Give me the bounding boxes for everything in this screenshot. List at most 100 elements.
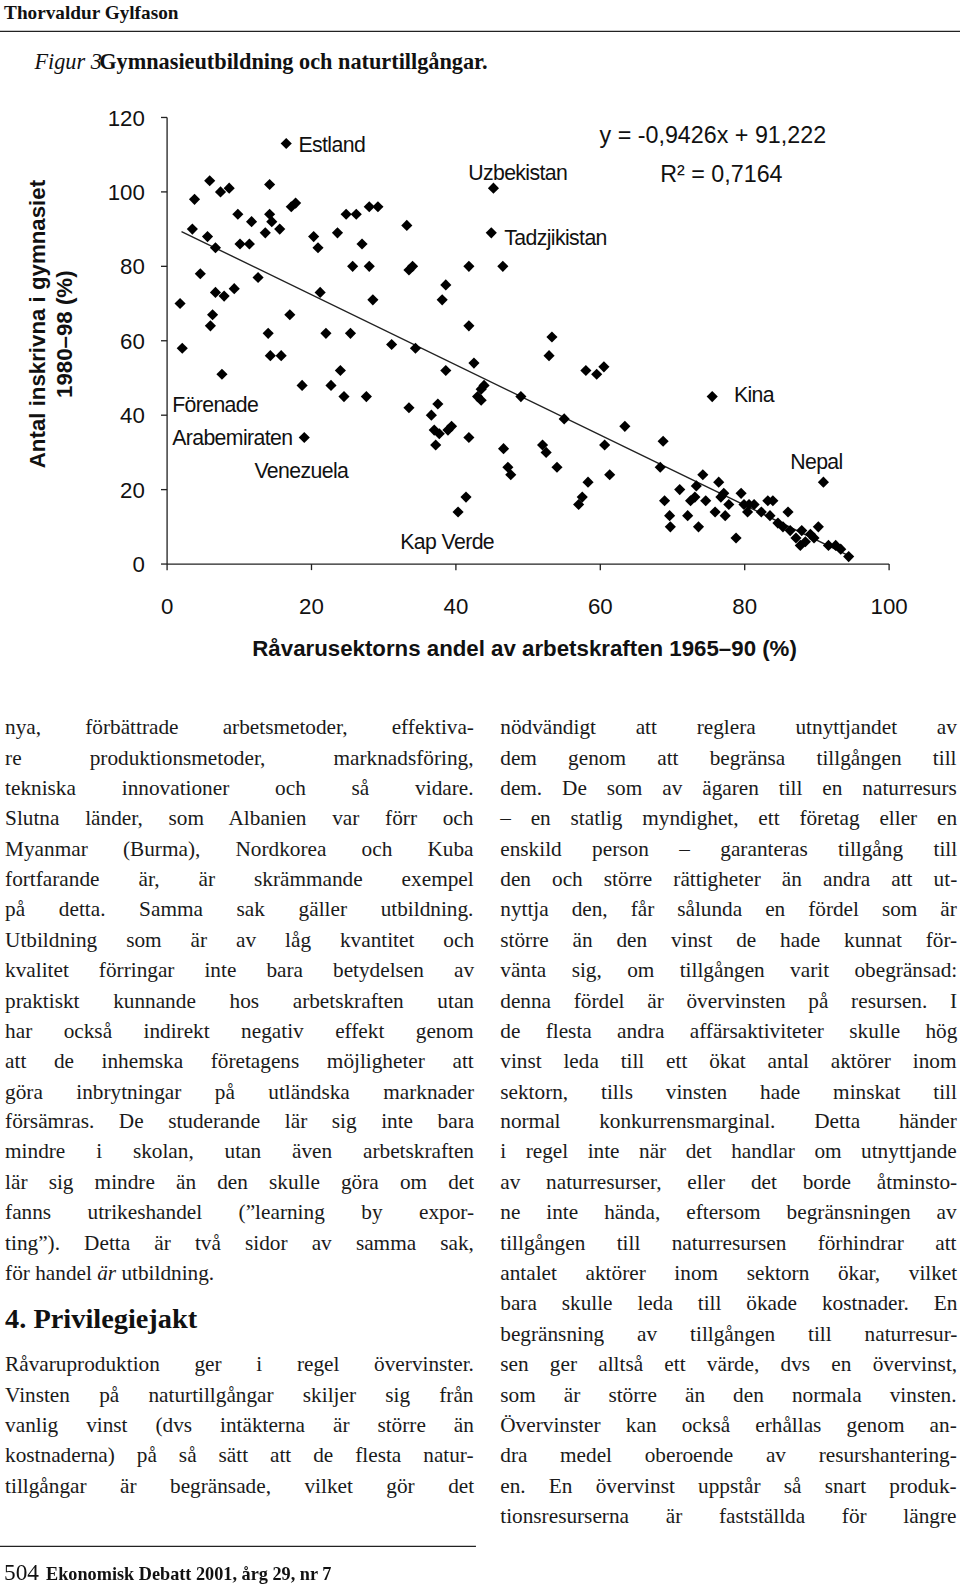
- scatter-point: [177, 343, 188, 354]
- annotation: Tadzjikistan: [504, 226, 607, 250]
- scatter-point: [426, 410, 437, 421]
- scatter-point: [281, 138, 292, 149]
- scatter-point: [835, 544, 846, 555]
- scatter-point: [266, 216, 277, 227]
- scatter-point: [515, 391, 526, 402]
- scatter-point: [338, 391, 349, 402]
- x-tick: [600, 564, 601, 570]
- y-tick-label: 20: [120, 478, 145, 503]
- annotation: Nepal: [790, 450, 842, 474]
- text-line: Vinsten på naturtillgångar skiljer sig f…: [5, 1379, 473, 1409]
- scatter-point: [486, 227, 497, 238]
- scatter-point: [312, 242, 323, 253]
- scatter-point: [244, 238, 255, 249]
- scatter-point: [546, 331, 557, 342]
- scatter-point: [463, 320, 474, 331]
- y-tick: [161, 191, 167, 192]
- scatter-point: [345, 328, 356, 339]
- text-line: tillgångar är begränsade, vilket gör det: [5, 1470, 474, 1500]
- scatter-point: [764, 510, 775, 521]
- x-tick: [744, 564, 745, 570]
- x-tick: [166, 564, 167, 570]
- scatter-point: [582, 477, 593, 488]
- scatter-point: [551, 462, 562, 473]
- emphasis: är: [97, 1261, 116, 1285]
- trendline: [182, 232, 849, 556]
- y-tick: [161, 415, 167, 416]
- text-line: re produktionsmetoder, marknadsföring,: [5, 742, 473, 772]
- annotation: Uzbekistan: [468, 161, 567, 185]
- scatter-point: [543, 350, 554, 361]
- scatter-point: [736, 488, 747, 499]
- text-line: den och större rättigheter än andra att …: [500, 864, 957, 894]
- text-line: lär sig mindre än den skulle göra om det: [5, 1167, 474, 1197]
- x-axis-title: Råvarusektorns andel av arbetskraften 19…: [252, 636, 797, 661]
- scatter-point: [723, 499, 734, 510]
- scatter-point: [351, 209, 362, 220]
- scatter-point: [713, 477, 724, 488]
- scatter-point: [290, 197, 301, 208]
- y-tick-label: 40: [120, 403, 145, 428]
- scatter-point: [372, 201, 383, 212]
- text-line: nödvändigt att reglera utnyttjandet av: [500, 712, 957, 742]
- scatter-point: [440, 365, 451, 376]
- text-line: för handel är utbildning.: [5, 1258, 214, 1288]
- scatter-point: [252, 272, 263, 283]
- scatter-point: [264, 179, 275, 190]
- figure-label: Figur 3: [33, 49, 101, 74]
- scatter-point: [356, 238, 367, 249]
- annotation: R² = 0,7164: [660, 161, 782, 187]
- text-line: nya, förbättrade arbetsmetoder, effektiv…: [5, 712, 474, 742]
- scatter-point: [347, 261, 358, 272]
- annotation: Förenade: [172, 393, 258, 417]
- scatter-point: [224, 183, 235, 194]
- scatter-point: [210, 242, 221, 253]
- scatter-point: [403, 402, 414, 413]
- scatter-point: [658, 436, 669, 447]
- text-line: begränsning av tillgången till naturresu…: [500, 1319, 957, 1349]
- text-line: av naturresurser, eller det borde åtmins…: [500, 1167, 957, 1197]
- scatter-point: [315, 287, 326, 298]
- footer-rule: [0, 1546, 476, 1547]
- header-author: Thorvaldur Gylfason: [4, 2, 179, 23]
- text-line: nyttja den, får sålunda en fördel som är: [500, 894, 957, 924]
- scatter-point: [707, 391, 718, 402]
- text-line: försämras. De studerande lär sig inte ba…: [5, 1106, 474, 1136]
- text-line: denna fördel är övervinsten på resursen.…: [500, 985, 957, 1015]
- scatter-point: [659, 495, 670, 506]
- scatter-point: [216, 369, 227, 380]
- x-tick-label: 0: [161, 594, 173, 619]
- scatter-point: [386, 339, 397, 350]
- x-tick: [455, 564, 456, 570]
- y-tick-label: 80: [120, 254, 145, 279]
- scatter-point: [452, 506, 463, 517]
- scatter-point: [195, 268, 206, 279]
- text-line: kostnaderna) på så sätt att de flesta na…: [5, 1440, 474, 1470]
- scatter-point: [674, 484, 685, 495]
- x-tick-label: 40: [444, 594, 469, 619]
- scatter-point: [697, 469, 708, 480]
- scatter-point: [189, 194, 200, 205]
- text-line: Myanmar (Burma), Nordkorea och Kuba: [5, 833, 473, 863]
- scatter-point: [335, 365, 346, 376]
- text-line: har också indirekt negativ effekt genom: [5, 1015, 474, 1045]
- y-tick-label: 100: [108, 180, 145, 205]
- x-tick-label: 80: [732, 594, 757, 619]
- text-line: enskild person – garanteras tillgång til…: [500, 833, 957, 863]
- scatter-point: [407, 261, 418, 272]
- x-tick-label: 100: [871, 594, 908, 619]
- plot-area: [175, 138, 855, 562]
- scatter-point: [468, 358, 479, 369]
- scatter-point: [682, 510, 693, 521]
- x-tick: [888, 564, 889, 570]
- scatter-point: [813, 521, 824, 532]
- text-segment: för handel: [5, 1261, 97, 1285]
- text-line: tillgången till naturresursen förhindrar…: [500, 1228, 956, 1258]
- y-axis-title: Antal inskrivna i gymnasiet: [25, 179, 50, 468]
- y-tick: [161, 563, 167, 564]
- y-tick: [161, 340, 167, 341]
- text-line: Övervinster kan också erhållas genom an-: [500, 1410, 957, 1440]
- text-line: praktiskt kunnande hos arbetskraften uta…: [5, 985, 474, 1015]
- text-line: vinst leda till ett ökat antal aktörer i…: [500, 1046, 956, 1076]
- x-tick-label: 60: [588, 594, 613, 619]
